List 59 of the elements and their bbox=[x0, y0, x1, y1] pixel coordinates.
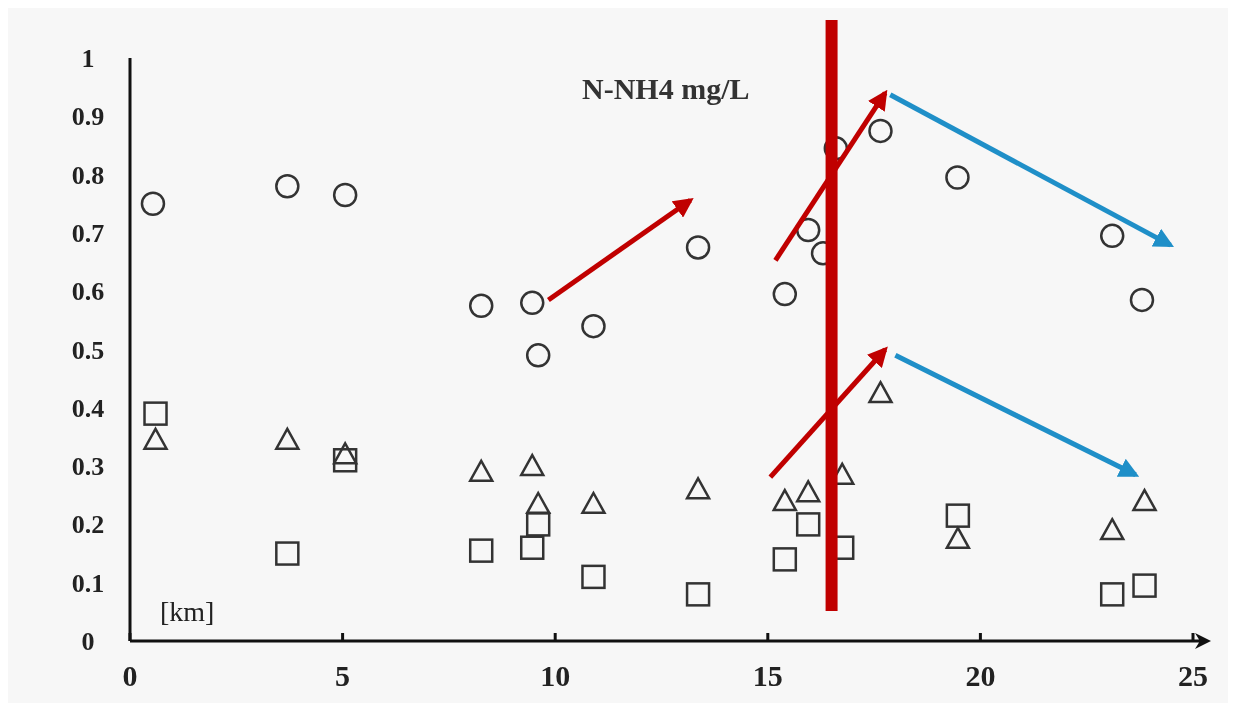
point bbox=[868, 118, 893, 144]
x-tick-label: 10 bbox=[540, 659, 571, 692]
y-tick-label: 1 bbox=[81, 44, 95, 73]
point bbox=[772, 488, 798, 512]
point bbox=[525, 512, 551, 537]
x-tick-label: 5 bbox=[335, 659, 351, 692]
point bbox=[332, 442, 358, 465]
point bbox=[140, 191, 166, 216]
point bbox=[332, 448, 358, 473]
point bbox=[685, 477, 711, 500]
point bbox=[143, 401, 168, 426]
point bbox=[685, 235, 711, 260]
point bbox=[581, 564, 606, 590]
point bbox=[868, 380, 893, 404]
point bbox=[945, 526, 971, 550]
point bbox=[143, 427, 168, 450]
x-axis-title: [km] bbox=[160, 596, 215, 627]
point bbox=[1099, 582, 1125, 607]
point bbox=[772, 547, 798, 572]
point bbox=[519, 290, 545, 316]
point bbox=[685, 582, 711, 607]
point bbox=[945, 503, 971, 528]
point bbox=[519, 535, 545, 560]
point bbox=[772, 281, 798, 307]
point bbox=[468, 538, 494, 563]
point bbox=[519, 453, 545, 477]
point bbox=[1132, 573, 1157, 598]
point bbox=[945, 165, 970, 190]
y-tick-label: 0.4 bbox=[71, 393, 105, 423]
y-tick-label: 0.6 bbox=[71, 277, 105, 307]
point bbox=[1129, 287, 1155, 313]
x-tick-label: 15 bbox=[752, 659, 783, 692]
text: N-NH4 mg/L bbox=[582, 71, 750, 105]
x-tick-label: 20 bbox=[965, 659, 996, 692]
point bbox=[525, 343, 551, 368]
point bbox=[275, 541, 300, 566]
x-tick-label: 0 bbox=[122, 659, 138, 692]
x-tick-label: 25 bbox=[1178, 659, 1208, 692]
point bbox=[332, 182, 358, 208]
point bbox=[275, 427, 300, 450]
point bbox=[1099, 517, 1125, 541]
point bbox=[468, 293, 494, 319]
point bbox=[1099, 223, 1125, 249]
point bbox=[581, 491, 606, 515]
y-tick-label: 0.3 bbox=[71, 452, 105, 482]
point bbox=[795, 512, 821, 537]
y-tick-label: 0.1 bbox=[71, 568, 105, 598]
point bbox=[525, 491, 551, 515]
y-tick-label: 0.5 bbox=[71, 335, 105, 365]
y-tick-label: 0.2 bbox=[71, 510, 105, 540]
y-tick-label: 0.8 bbox=[71, 160, 105, 190]
point bbox=[468, 459, 494, 482]
point bbox=[581, 313, 606, 339]
y-tick-label: 0.7 bbox=[71, 218, 105, 248]
y-tick-label: 0 bbox=[81, 627, 95, 656]
point bbox=[1132, 488, 1157, 512]
point bbox=[795, 480, 821, 503]
point bbox=[275, 174, 300, 199]
y-tick-label: 0.9 bbox=[71, 102, 105, 132]
